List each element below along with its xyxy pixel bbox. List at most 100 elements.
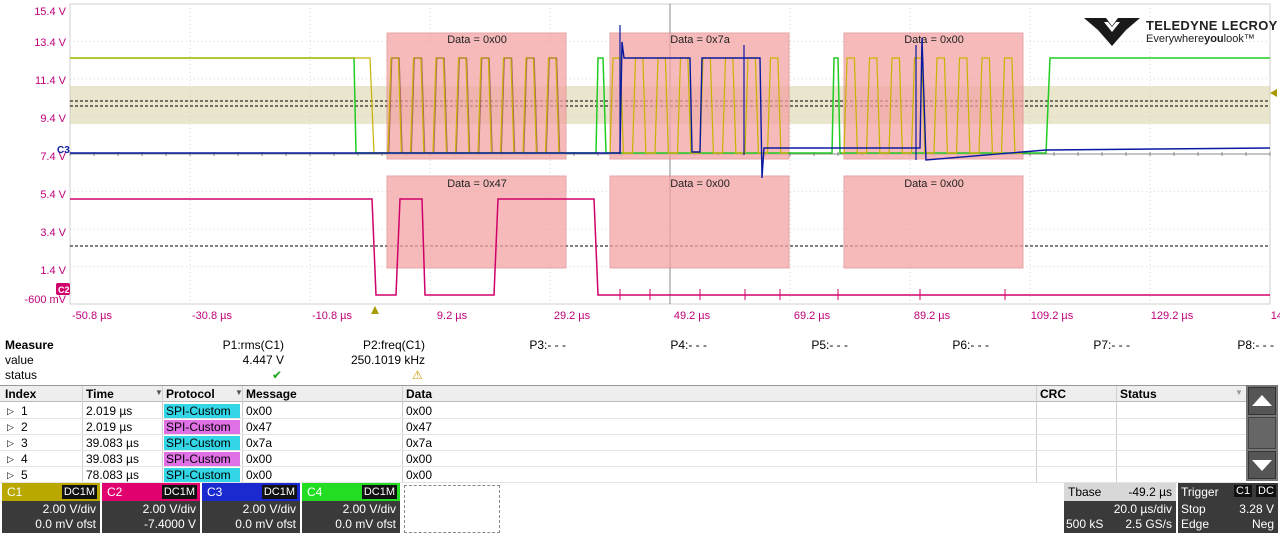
channel-c1-vdiv: 2.00 V/div — [42, 502, 96, 516]
channel-c2-box[interactable]: C2 DC1M 2.00 V/div -7.4000 V — [102, 483, 200, 533]
y-tick-label: 5.4 V — [40, 189, 66, 201]
decode-row-2[interactable]: ▷ 2 2.019 µs SPI-Custom 0x47 0x47 — [0, 419, 1246, 435]
scroll-thumb[interactable] — [1248, 417, 1276, 449]
decode-box-bottom — [609, 175, 790, 269]
timebase-descriptor[interactable]: Tbase -49.2 µs 20.0 µs/div 500 kS 2.5 GS… — [1064, 483, 1176, 533]
logo-brand: TELEDYNE LECROY — [1146, 18, 1278, 33]
col-protocol-dropdown-icon[interactable]: ▼ — [235, 388, 243, 397]
y-tick-label: 3.4 V — [40, 227, 66, 239]
traces — [70, 25, 1271, 300]
channel-c4-coupling: DC1M — [361, 485, 397, 499]
param-p7-name[interactable]: P7:- - - — [1093, 338, 1130, 352]
trigger-mode: Stop — [1181, 502, 1206, 516]
measure-table[interactable]: Measure value status P1:rms(C1) P2:freq(… — [0, 338, 1280, 384]
y-tick-label: 1.4 V — [40, 265, 66, 277]
channel-c4-box[interactable]: C4 DC1M 2.00 V/div 0.0 mV ofst — [302, 483, 400, 533]
col-status-dropdown-icon[interactable]: ▼ — [1235, 388, 1243, 397]
param-p1-value: 4.447 V — [242, 353, 284, 367]
col-crc[interactable]: CRC — [1040, 387, 1066, 401]
channel-descriptor-bar: C1 DC1M 2.00 V/div 0.0 mV ofst C2 DC1M 2.0… — [0, 483, 1280, 534]
y-tick-label: 9.4 V — [40, 113, 66, 125]
row-time: 39.083 µs — [86, 436, 139, 450]
decode-label-top: Data = 0x7a — [670, 34, 731, 46]
trigger-descriptor[interactable]: Trigger C1 DC Stop 3.28 V Edge Neg — [1178, 483, 1278, 533]
channel-c4-offset: 0.0 mV ofst — [335, 517, 396, 531]
waveform-grid: Data = 0x00 Data = 0x7a Data = 0x00 Data = … — [24, 3, 1280, 322]
row-protocol: SPI-Custom — [164, 404, 240, 418]
expand-arrow-icon[interactable]: ▷ — [7, 406, 14, 416]
y-tick-label: 11.4 V — [35, 75, 67, 87]
y-tick-label: 7.4 V — [40, 151, 66, 163]
marker-c3: C3 — [57, 145, 70, 156]
col-protocol[interactable]: Protocol — [166, 387, 215, 401]
decode-table-scrollbar[interactable] — [1246, 385, 1278, 481]
trace-c2 — [70, 198, 1270, 296]
row-time: 2.019 µs — [86, 420, 133, 434]
measure-status-row: status — [0, 368, 1280, 383]
col-time[interactable]: Time — [86, 387, 114, 401]
channel-c1-coupling: DC1M — [61, 485, 97, 499]
channel-c1-box[interactable]: C1 DC1M 2.00 V/div 0.0 mV ofst — [2, 483, 100, 533]
channel-c2-coupling: DC1M — [161, 485, 197, 499]
decode-box-top — [843, 32, 1024, 160]
slogan-pre: Everywhere — [1146, 33, 1205, 45]
x-tick-label: 69.2 µs — [794, 310, 831, 322]
param-p4-name[interactable]: P4:- - - — [670, 338, 707, 352]
channel-c1-name: C1 — [7, 485, 23, 499]
col-status[interactable]: Status — [1120, 387, 1157, 401]
row-time: 78.083 µs — [86, 468, 139, 482]
channel-c3-header: C3 DC1M — [202, 483, 300, 501]
row-data: 0x47 — [406, 420, 433, 434]
row-message: 0x00 — [246, 452, 273, 466]
channel-c2-name: C2 — [107, 485, 123, 499]
decode-table[interactable]: Index Time ▼ Protocol ▼ Message Data CRC… — [0, 385, 1246, 483]
decode-row-4[interactable]: ▷ 4 39.083 µs SPI-Custom 0x00 0x00 — [0, 451, 1246, 467]
decode-row-3[interactable]: ▷ 3 39.083 µs SPI-Custom 0x7a 0x7a — [0, 435, 1246, 451]
channel-c3-box[interactable]: C3 DC1M 2.00 V/div 0.0 mV ofst — [202, 483, 300, 533]
x-tick-label: 129.2 µs — [1151, 310, 1194, 322]
trigger-type: Edge — [1181, 517, 1210, 531]
param-p6-name[interactable]: P6:- - - — [952, 338, 989, 352]
row-message: 0x47 — [246, 420, 273, 434]
trace-c1-burst — [608, 57, 788, 154]
value-label: value — [5, 353, 34, 367]
param-p3-name[interactable]: P3:- - - — [529, 338, 566, 352]
trace-c3 — [70, 37, 1271, 179]
channel-c4-header: C4 DC1M — [302, 483, 400, 501]
param-p2-name[interactable]: P2:freq(C1) — [362, 338, 425, 352]
expand-arrow-icon[interactable]: ▷ — [7, 422, 14, 432]
expand-arrow-icon[interactable]: ▷ — [7, 470, 14, 480]
col-data[interactable]: Data — [406, 387, 433, 401]
x-tick-label: 29.2 µs — [554, 310, 591, 322]
decode-row-5[interactable]: ▷ 5 78.083 µs SPI-Custom 0x00 0x00 — [0, 467, 1246, 483]
param-p5-name[interactable]: P5:- - - — [811, 338, 848, 352]
axis-labels: 15.4 V 13.4 V 11.4 V 9.4 V 7.4 V 5.4 V 3.4 V 1.… — [24, 6, 1280, 322]
row-index: 5 — [21, 468, 28, 482]
col-index[interactable]: Index — [5, 387, 37, 401]
row-index: 2 — [21, 420, 28, 434]
scroll-down-button[interactable] — [1248, 451, 1276, 479]
decode-row-1[interactable]: ▷ 1 2.019 µs SPI-Custom 0x00 0x00 — [0, 403, 1246, 419]
col-message[interactable]: Message — [246, 387, 297, 401]
slogan-post: look — [1223, 33, 1244, 45]
logo-slogan: Everywhereyoulook™ — [1146, 33, 1255, 45]
decode-label-bottom: Data = 0x00 — [670, 178, 730, 190]
scroll-up-button[interactable] — [1248, 387, 1276, 415]
col-time-dropdown-icon[interactable]: ▼ — [155, 388, 163, 397]
arrow-down-icon — [1252, 460, 1272, 471]
param-p8-name[interactable]: P8:- - - — [1237, 338, 1274, 352]
trigger-label: Trigger — [1181, 485, 1219, 499]
slogan-bold: you — [1204, 33, 1224, 45]
trigger-level-arrow-icon — [1270, 89, 1277, 97]
row-data: 0x00 — [406, 468, 433, 482]
waveform-display[interactable]: Data = 0x00 Data = 0x7a Data = 0x00 Data = … — [0, 0, 1280, 330]
trace-c1-burst — [842, 57, 1022, 154]
empty-descriptor-slot[interactable] — [404, 485, 500, 533]
expand-arrow-icon[interactable]: ▷ — [7, 454, 14, 464]
param-p1-name[interactable]: P1:rms(C1) — [222, 338, 284, 352]
decode-label-top: Data = 0x00 — [904, 34, 964, 46]
x-tick-label: 49.2 µs — [674, 310, 711, 322]
timebase-tdiv: 20.0 µs/div — [1113, 502, 1172, 516]
row-data: 0x00 — [406, 404, 433, 418]
expand-arrow-icon[interactable]: ▷ — [7, 438, 14, 448]
